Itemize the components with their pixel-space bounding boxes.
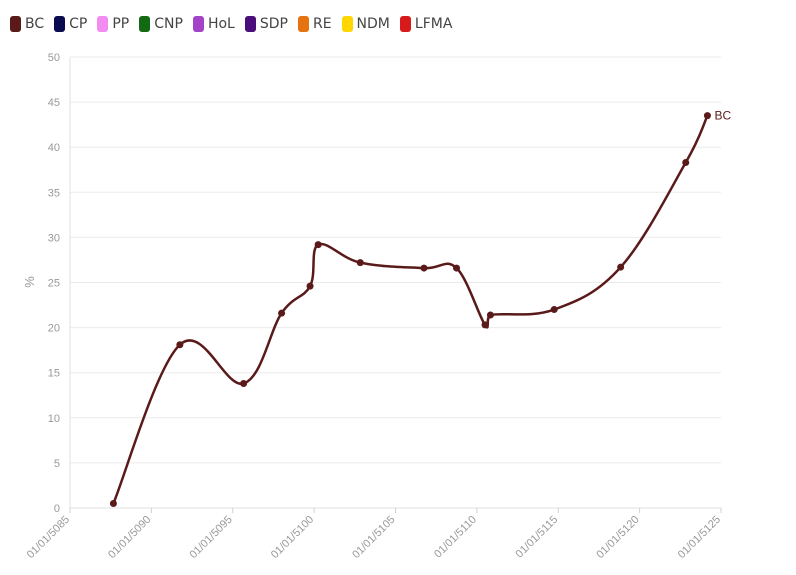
data-point[interactable] (176, 341, 184, 349)
legend-item-re[interactable]: RE (297, 16, 332, 32)
legend-label-pp: PP (112, 16, 130, 32)
x-tick-label: 01/01/5090 (106, 514, 153, 561)
y-tick-label: 50 (48, 52, 60, 64)
legend-label-sdp: SDP (259, 16, 288, 32)
legend-item-sdp[interactable]: SDP (244, 16, 288, 32)
grid (70, 56, 721, 464)
data-point[interactable] (481, 321, 489, 329)
x-tick-label: 01/01/5100 (269, 514, 316, 561)
data-point[interactable] (682, 159, 690, 167)
y-tick-label: 20 (48, 323, 60, 335)
data-point[interactable] (240, 380, 248, 388)
x-tick-label: 01/01/5095 (187, 514, 234, 561)
y-axis-title: % (22, 276, 37, 288)
legend-swatch-hol (192, 16, 204, 32)
legend-swatch-cp (54, 16, 66, 32)
x-tick-label: 01/01/5115 (514, 514, 561, 561)
data-point[interactable] (306, 282, 314, 290)
legend-label-bc: BC (25, 16, 45, 32)
y-tick-label: 45 (48, 97, 60, 109)
legend-swatch-pp (97, 16, 109, 32)
y-tick-label: 25 (48, 278, 60, 290)
legend-swatch-cnp (139, 16, 151, 32)
data-point[interactable] (356, 259, 364, 267)
legend-label-hol: HoL (207, 16, 235, 32)
series-end-label: BC (714, 109, 731, 123)
y-tick-label: 30 (48, 232, 60, 244)
y-tick-label: 5 (54, 458, 60, 470)
labels: BC (714, 109, 731, 123)
legend-swatch-re (297, 16, 309, 32)
data-point[interactable] (453, 264, 461, 272)
chart-legend: BC CP PP CNP HoL SDP RE NDM LFMA (10, 14, 452, 34)
legend-label-lfma: LFMA (414, 16, 453, 32)
legend-item-pp[interactable]: PP (97, 16, 129, 32)
legend-label-re: RE (312, 16, 332, 32)
legend-item-ndm[interactable]: NDM (341, 16, 390, 32)
legend-item-cp[interactable]: CP (54, 16, 87, 32)
y-tick-label: 35 (48, 187, 60, 199)
y-tick-label: 0 (54, 503, 60, 515)
data-point[interactable] (550, 306, 558, 314)
y-tick-label: 15 (48, 368, 60, 380)
x-tick-label: 01/01/5125 (676, 514, 723, 561)
legend-item-hol[interactable]: HoL (192, 16, 235, 32)
x-tick-label: 01/01/5120 (594, 514, 641, 561)
data-point[interactable] (703, 112, 711, 120)
data-point[interactable] (617, 263, 625, 271)
legend-label-cp: CP (69, 16, 88, 32)
series-line-bc (112, 115, 709, 504)
legend-swatch-sdp (244, 16, 256, 32)
legend-label-ndm: NDM (356, 16, 390, 32)
y-tick-label: 10 (48, 413, 60, 425)
legend-item-cnp[interactable]: CNP (139, 16, 183, 32)
y-tick-label: 40 (48, 142, 60, 154)
legend-label-cnp: CNP (154, 16, 183, 32)
axes: % 0 5 10 15 20 25 30 35 40 45 50 01/01/5085 01/01/50… (22, 52, 723, 561)
legend-item-lfma[interactable]: LFMA (399, 16, 453, 32)
data-point[interactable] (278, 309, 286, 317)
data-point[interactable] (420, 264, 428, 272)
x-tick-label: 01/01/5110 (432, 514, 479, 561)
x-tick-label: 01/01/5105 (350, 514, 397, 561)
data-point[interactable] (486, 311, 494, 319)
legend-swatch-bc (10, 16, 21, 32)
data-point[interactable] (314, 241, 322, 249)
legend-swatch-lfma (399, 16, 411, 32)
data-point[interactable] (109, 499, 117, 507)
series (109, 112, 711, 507)
legend-item-bc[interactable]: BC (10, 16, 44, 32)
x-tick-label: 01/01/5085 (25, 514, 72, 561)
legend-swatch-ndm (341, 16, 353, 32)
